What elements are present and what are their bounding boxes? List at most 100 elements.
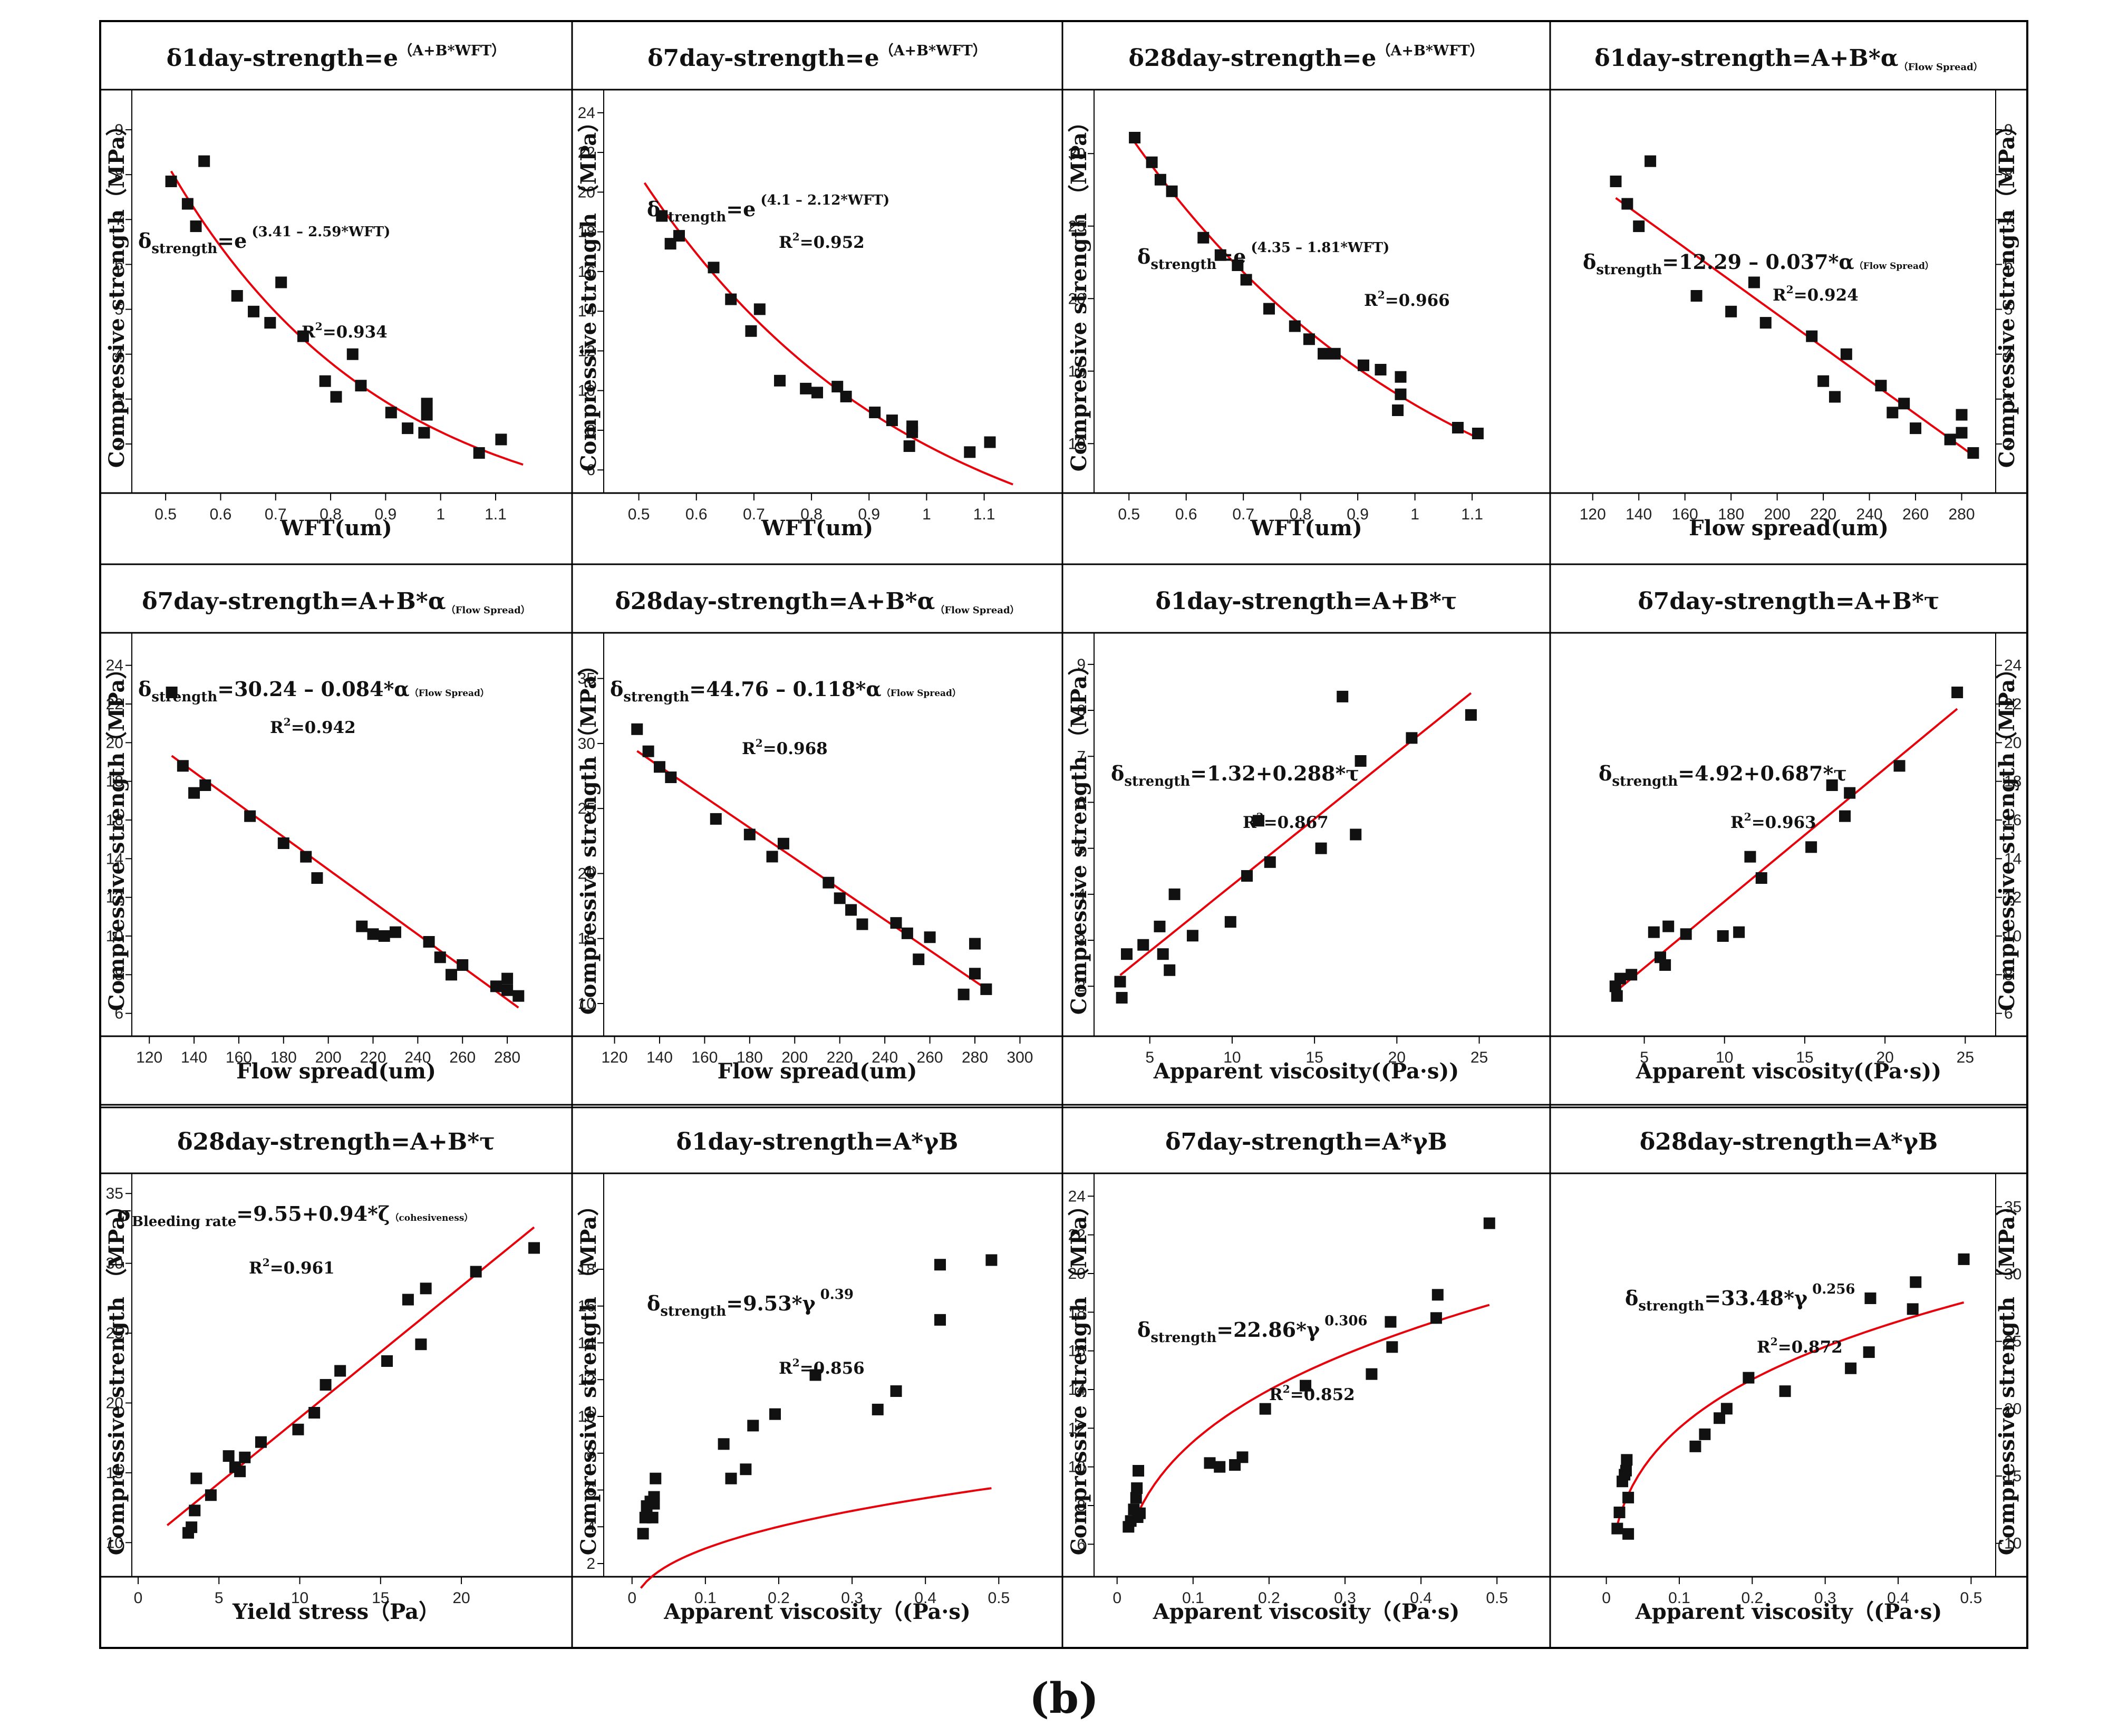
y-axis-title: Compressive strength （MPa） — [1995, 1195, 2019, 1555]
data-point — [1329, 348, 1341, 360]
data-point — [1472, 428, 1484, 439]
data-point — [906, 426, 918, 438]
x-tick-label: 1 — [922, 506, 931, 523]
y-tick-label: 4 — [586, 1518, 595, 1536]
x-axis-title: Flow spread(um) — [236, 1059, 436, 1084]
x-tick-label: 0.5 — [628, 506, 650, 523]
x-tick-label: 0 — [1113, 1589, 1121, 1607]
r-squared-value: =0.961 — [270, 1259, 335, 1278]
x-tick-label: 120 — [136, 1049, 162, 1066]
y-tick-label: 30 — [2004, 1266, 2021, 1283]
fit-curve — [1614, 1301, 1965, 1534]
data-point — [1622, 1491, 1634, 1503]
x-tick-label: 180 — [737, 1049, 763, 1066]
data-point — [901, 927, 913, 939]
data-point — [275, 276, 287, 288]
data-point — [1645, 155, 1657, 167]
data-point — [1829, 391, 1841, 403]
x-axis-title: WFT(um) — [279, 516, 392, 541]
data-point — [1725, 305, 1737, 317]
y-tick-label: 25 — [1068, 218, 1086, 235]
x-tick-label: 0.2 — [1258, 1589, 1280, 1607]
r-squared: R2=0.963 — [1730, 811, 1816, 832]
x-tick-label: 0.1 — [1182, 1589, 1204, 1607]
data-point — [1845, 1362, 1857, 1374]
x-tick-label: 160 — [226, 1049, 252, 1066]
y-tick-label: 6 — [2004, 1005, 2013, 1023]
fit-equation-sub: strength — [660, 1304, 726, 1319]
y-tick-label: 6 — [1077, 1536, 1086, 1553]
r-squared: R2=0.961 — [249, 1256, 335, 1278]
data-point — [381, 1355, 393, 1367]
chart-title: δ7day-strength=A+B*τ — [1638, 588, 1939, 615]
panels-group: δ1day-strength=e（A+B*WFT） 2 3 4 5 6 7 8 9 0.5 0.6 0… — [99, 20, 2028, 1649]
data-point — [1839, 810, 1851, 822]
x-tick-label: 0.4 — [914, 1589, 936, 1607]
data-point — [957, 988, 970, 1000]
data-point — [631, 723, 643, 735]
fit-equation-sub: Bleeding rate — [132, 1214, 236, 1230]
y-tick-label: 35 — [106, 1185, 123, 1202]
panel-border — [1549, 1104, 2028, 1649]
y-tick-label: 7 — [1077, 748, 1086, 765]
data-point — [1864, 1292, 1876, 1304]
fit-curve — [643, 182, 1013, 486]
data-point — [769, 1408, 781, 1420]
fit-equation-body: =22.86*γ — [1216, 1318, 1320, 1342]
y-tick-label: 4 — [2004, 346, 2013, 363]
data-point — [421, 409, 433, 421]
x-tick-label: 240 — [404, 1049, 431, 1066]
data-point — [1197, 232, 1210, 244]
data-point — [1844, 787, 1856, 799]
data-point — [1240, 274, 1252, 286]
y-tick-label: 12 — [2004, 889, 2021, 906]
y-tick-label: 10 — [2004, 1535, 2021, 1552]
y-tick-label: 10 — [1068, 1459, 1086, 1476]
data-point — [1120, 948, 1133, 960]
x-tick-label: 0.1 — [1668, 1589, 1690, 1607]
y-tick-label: 7 — [114, 211, 123, 228]
data-point — [1755, 872, 1767, 884]
y-tick-label: 15 — [106, 1464, 123, 1482]
y-tick-label: 8 — [1077, 1497, 1086, 1515]
data-point — [264, 317, 276, 329]
data-point — [1621, 1454, 1633, 1466]
y-tick-label: 3 — [2004, 391, 2013, 408]
r-squared-value: =0.872 — [1778, 1338, 1843, 1357]
y-tick-label: 10 — [106, 1534, 123, 1551]
data-point — [205, 1489, 217, 1501]
r-squared-sup: 2 — [1256, 811, 1264, 823]
x-tick-label: 0.8 — [800, 506, 823, 523]
fit-equation-note: （Flow Spread） — [1854, 261, 1934, 272]
x-tick-label: 0.6 — [685, 506, 708, 523]
fit-equation-sup: (3.41 – 2.59*WFT) — [247, 224, 390, 240]
y-axis-title: Compressive strength （MPa） — [576, 654, 601, 1015]
data-point — [1748, 276, 1760, 288]
data-point — [834, 892, 846, 904]
data-point — [710, 813, 722, 825]
y-axis-title: Compressive strength（MPa） — [104, 115, 129, 468]
x-tick-label: 1 — [436, 506, 445, 523]
x-axis-title: Flow spread(um) — [718, 1059, 917, 1084]
data-point — [1164, 964, 1176, 976]
x-tick-label: 0.2 — [768, 1589, 790, 1607]
y-tick-label: 22 — [578, 144, 595, 161]
r-squared-value: =0.924 — [1794, 286, 1859, 305]
fit-equation-note: （cohesiveness） — [390, 1212, 473, 1223]
data-point — [189, 1504, 201, 1517]
r-squared: R2=0.852 — [1269, 1383, 1355, 1404]
y-tick-label: 14 — [578, 1334, 595, 1352]
fit-equation-body: =4.92+0.687*τ — [1678, 761, 1847, 785]
y-tick-label: 16 — [106, 812, 123, 829]
y-tick-label: 8 — [114, 966, 123, 983]
data-point — [984, 436, 996, 448]
y-tick-label: 16 — [578, 1298, 595, 1315]
data-point — [1134, 1507, 1146, 1519]
data-point — [1744, 851, 1756, 863]
x-tick-label: 140 — [1626, 506, 1652, 523]
r-squared-sup: 2 — [792, 230, 800, 243]
data-point — [1204, 1457, 1216, 1469]
data-point — [653, 761, 665, 773]
y-tick-label: 8 — [586, 1445, 595, 1462]
